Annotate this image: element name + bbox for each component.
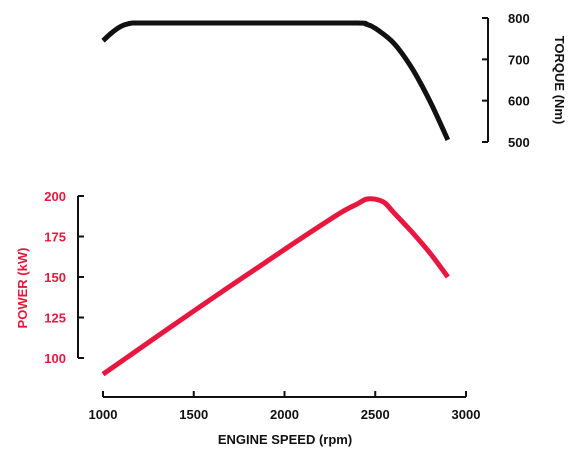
- torque-y-ticks: 800 700 600 500: [482, 11, 530, 150]
- torque-tick-label: 600: [508, 94, 530, 109]
- power-tick-label: 150: [44, 270, 66, 285]
- power-axis-title: POWER (kW): [15, 248, 30, 329]
- power-tick-label: 175: [44, 230, 66, 245]
- torque-tick-label: 700: [508, 52, 530, 67]
- torque-tick-label: 500: [508, 135, 530, 150]
- speed-tick-label: 3000: [452, 407, 481, 422]
- torque-chart: 800 700 600 500 TORQUE (Nm): [103, 11, 567, 150]
- speed-tick-label: 1500: [179, 407, 208, 422]
- power-tick-label: 125: [44, 311, 66, 326]
- engine-speed-axis-title: ENGINE SPEED (rpm): [218, 432, 352, 447]
- torque-tick-label: 800: [508, 11, 530, 26]
- torque-series-line: [103, 23, 448, 140]
- speed-tick-label: 2000: [270, 407, 299, 422]
- speed-tick-label: 2500: [361, 407, 390, 422]
- speed-tick-label: 1000: [89, 407, 118, 422]
- power-x-ticks: 1000 1500 2000 2500 3000: [89, 391, 481, 422]
- torque-axis-title: TORQUE (Nm): [552, 36, 567, 125]
- power-chart: 200 175 150 125 100 1000 1500 2000 2500 3000 POW…: [15, 189, 480, 447]
- power-tick-label: 200: [44, 189, 66, 204]
- power-series-line: [103, 199, 448, 374]
- power-tick-label: 100: [44, 351, 66, 366]
